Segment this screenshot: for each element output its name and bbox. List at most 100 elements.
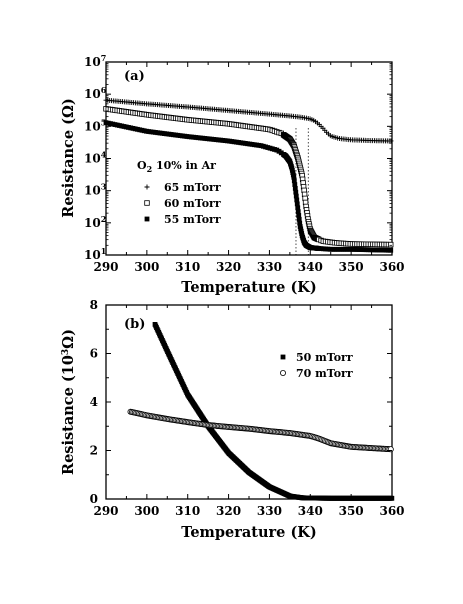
y-tick-mantissa: 10 bbox=[84, 55, 101, 69]
panel-a-legend: O2 10% in Ar 65 mTorr 60 mTorr 55 mTorr bbox=[137, 159, 221, 226]
legend-marker-open-square bbox=[144, 200, 150, 206]
legend-marker bbox=[144, 184, 150, 190]
y-tick-exponent: 1 bbox=[101, 246, 107, 256]
data-point bbox=[388, 247, 394, 253]
y-tick-exponent: 2 bbox=[101, 214, 107, 224]
y-tick-label: 102 bbox=[84, 214, 106, 230]
data-point bbox=[293, 189, 299, 195]
y-tick-exponent: 3 bbox=[101, 182, 107, 192]
legend-label-55-mtorr: 55 mTorr bbox=[164, 213, 221, 226]
data-point bbox=[295, 209, 301, 215]
series-70-mtorr bbox=[127, 408, 394, 453]
data-point bbox=[292, 182, 298, 187]
y-tick-label: 4 bbox=[90, 395, 98, 409]
panel-a-x-axis-title: Temperature (K) bbox=[181, 279, 317, 296]
panel-a-frame bbox=[105, 61, 393, 256]
x-tick-label: 320 bbox=[216, 260, 241, 274]
y-tick-exponent: 5 bbox=[101, 117, 107, 127]
y-tick-mantissa: 10 bbox=[84, 248, 101, 262]
series-60-mtorr bbox=[103, 106, 394, 248]
legend-marker-open-circle bbox=[279, 369, 286, 376]
x-tick-label: 290 bbox=[93, 260, 118, 274]
legend-title-rest: 10% in Ar bbox=[152, 159, 216, 172]
y-tick-label: 104 bbox=[84, 150, 107, 166]
legend-label-65-mtorr: 65 mTorr bbox=[164, 181, 221, 194]
y-tick-mantissa: 10 bbox=[84, 216, 101, 230]
legend-marker bbox=[144, 216, 150, 222]
panel-b-y-axis: 0 2 4 6 8 bbox=[90, 298, 392, 506]
y-tick-exponent: 6 bbox=[101, 85, 107, 95]
panel-b-label: (b) bbox=[124, 317, 145, 332]
x-tick-label: 330 bbox=[257, 504, 282, 518]
panel-b-x-axis: 290 300 310 320 330 340 350 360 bbox=[93, 305, 405, 518]
y-tick-label: 101 bbox=[84, 246, 106, 262]
legend-title-subscript: 2 bbox=[147, 164, 153, 174]
x-tick-label: 310 bbox=[175, 504, 200, 518]
legend-item-65-mtorr: 65 mTorr bbox=[144, 181, 221, 194]
y-tick-mantissa: 10 bbox=[84, 184, 101, 198]
legend-label-60-mtorr: 60 mTorr bbox=[164, 197, 221, 210]
y-tick-exponent: 4 bbox=[101, 150, 107, 160]
x-tick-label: 300 bbox=[134, 504, 159, 518]
panel-b-legend: 50 mTorr 70 mTorr bbox=[279, 351, 353, 380]
x-tick-label: 320 bbox=[216, 504, 241, 518]
y-tick-label: 105 bbox=[84, 117, 106, 133]
y-tick-mantissa: 10 bbox=[84, 152, 101, 166]
x-tick-label: 340 bbox=[298, 504, 323, 518]
legend-item-50-mtorr: 50 mTorr bbox=[280, 351, 353, 364]
y-tick-mantissa: 10 bbox=[84, 87, 101, 101]
y-tick-label: 6 bbox=[90, 347, 98, 361]
legend-item-60-mtorr: 60 mTorr bbox=[144, 197, 221, 210]
legend-marker-plus bbox=[144, 184, 150, 190]
y-tick-label: 107 bbox=[84, 53, 106, 69]
panel-b-y-axis-title: Resistance (103Ω) bbox=[60, 329, 77, 475]
panel-a-y-axis-title: Resistance (Ω) bbox=[60, 98, 77, 217]
x-tick-label: 300 bbox=[134, 260, 159, 274]
series-50-mtorr bbox=[152, 322, 395, 501]
data-point bbox=[296, 213, 302, 218]
x-tick-label: 360 bbox=[379, 504, 404, 518]
legend-marker-filled-square bbox=[280, 354, 286, 360]
y-tick-label: 8 bbox=[90, 298, 98, 312]
panel-b-y-axis-title-superscript: 3 bbox=[61, 349, 71, 355]
data-point bbox=[293, 193, 299, 199]
x-tick-label: 360 bbox=[379, 260, 404, 274]
data-point bbox=[296, 216, 302, 222]
x-tick-label: 310 bbox=[175, 260, 200, 274]
y-tick-label: 2 bbox=[90, 444, 98, 458]
panel-b-x-axis-title: Temperature (K) bbox=[181, 524, 317, 541]
data-point bbox=[297, 220, 303, 226]
panel-a: 290 300 310 320 330 340 350 360 101102103104105… bbox=[60, 53, 405, 296]
y-tick-mantissa: 10 bbox=[84, 119, 101, 133]
legend-title: O2 10% in Ar bbox=[137, 159, 216, 174]
series-65-mtorr bbox=[103, 97, 394, 144]
data-point bbox=[387, 446, 394, 453]
legend-marker bbox=[279, 369, 286, 376]
panel-a-plot-area bbox=[103, 97, 394, 253]
panel-b-y-axis-title-prefix: Resistance (10 bbox=[60, 355, 77, 475]
data-point bbox=[291, 178, 297, 184]
x-tick-label: 340 bbox=[298, 260, 323, 274]
x-tick-label: 350 bbox=[339, 504, 364, 518]
x-tick-label: 350 bbox=[339, 260, 364, 274]
y-tick-label: 0 bbox=[90, 492, 98, 506]
legend-title-o: O bbox=[137, 159, 147, 172]
data-point bbox=[294, 201, 300, 207]
data-point bbox=[294, 197, 300, 203]
panel-b-y-axis-title-suffix: Ω) bbox=[60, 329, 77, 349]
y-tick-exponent: 7 bbox=[101, 53, 107, 63]
legend-marker-filled-square bbox=[144, 216, 150, 222]
legend-label-50-mtorr: 50 mTorr bbox=[296, 351, 353, 364]
data-point bbox=[291, 174, 297, 180]
legend-label-70-mtorr: 70 mTorr bbox=[296, 367, 353, 380]
y-tick-label: 106 bbox=[84, 85, 107, 101]
data-point bbox=[388, 241, 394, 248]
y-tick-label: 103 bbox=[84, 182, 107, 198]
legend-marker bbox=[280, 354, 286, 360]
panel-a-label: (a) bbox=[124, 69, 145, 84]
legend-item-70-mtorr: 70 mTorr bbox=[279, 367, 353, 380]
series-55-mtorr bbox=[103, 120, 394, 253]
